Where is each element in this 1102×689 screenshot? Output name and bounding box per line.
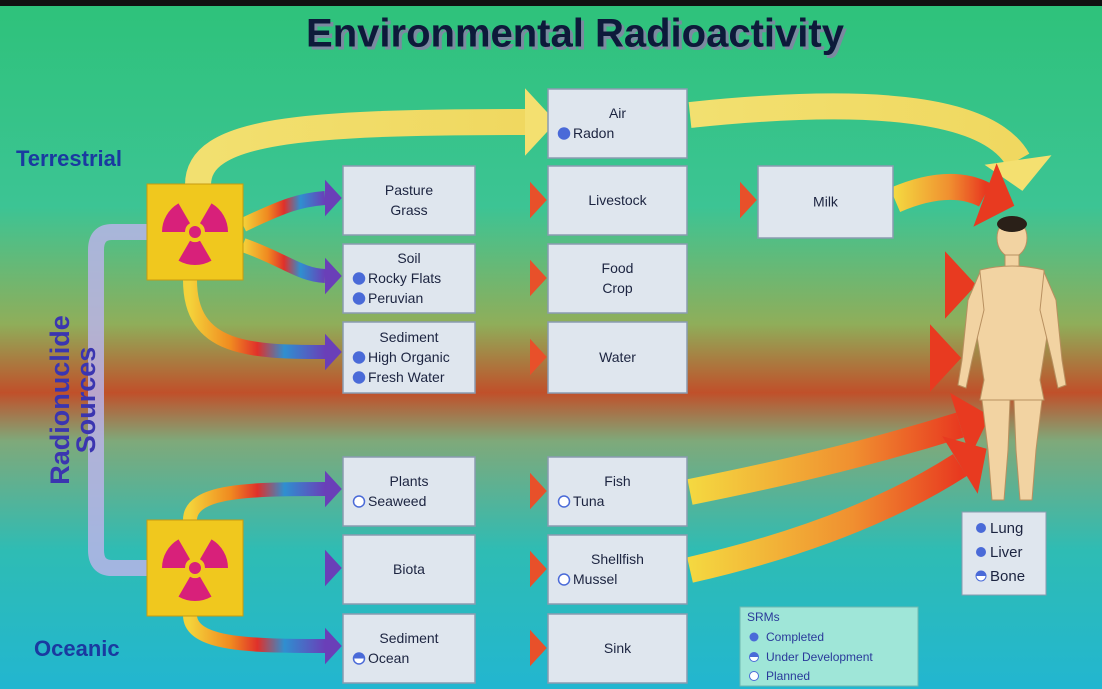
top-border [0,0,1102,6]
legend-item: Under Development [766,650,873,664]
node-box [548,244,687,313]
status-marker [354,372,365,383]
body-part: Bone [990,568,1025,585]
node-text: Milk [813,194,839,210]
node-text: Plants [390,473,429,489]
node-text: Peruvian [368,290,423,306]
node-box [548,89,687,158]
node-box [548,457,687,526]
node-text: Fresh Water [368,369,445,385]
trefoil-center [189,562,201,574]
status-marker [559,496,570,507]
marker-filled [976,547,986,557]
status-marker [354,293,365,304]
status-marker [559,574,570,585]
node-text: Air [609,105,626,121]
page: {"title": "Environmental Radioactivity",… [0,0,1102,689]
human-hair [997,216,1027,232]
node-text: Crop [602,280,633,296]
node-text: Sink [604,640,632,656]
node-text: Fish [604,473,630,489]
marker-open [750,672,759,681]
marker-filled [976,523,986,533]
node-text: Mussel [573,571,617,587]
legend-item: Planned [766,669,810,683]
sources-label: Sources [71,347,101,454]
node-box [548,535,687,604]
oceanic-label: Oceanic [34,636,120,661]
node-text: Pasture [385,182,433,198]
node-box [343,457,475,526]
trefoil-center [189,226,201,238]
node-text: High Organic [368,349,450,365]
node-text: Soil [397,250,420,266]
status-marker [559,128,570,139]
node-text: Sediment [379,630,438,646]
node-box [343,166,475,235]
node-text: Rocky Flats [368,270,441,286]
body-part: Liver [990,544,1023,561]
node-text: Seaweed [368,493,426,509]
node-text: Radon [573,125,614,141]
node-text: Shellfish [591,551,644,567]
node-text: Biota [393,561,425,577]
node-text: Livestock [588,192,647,208]
body-part: Lung [990,520,1023,537]
node-box [343,614,475,683]
title: Environmental Radioactivity [306,12,845,56]
status-marker [354,496,365,507]
node-text: Food [602,260,634,276]
node-text: Sediment [379,329,438,345]
marker-filled [750,633,759,642]
legend-title: SRMs [747,610,780,624]
terrestrial-label: Terrestrial [16,146,122,171]
node-text: Tuna [573,493,605,509]
status-marker [354,352,365,363]
node-text: Water [599,349,636,365]
diagram: Environmental Radioactivity Environmenta… [0,0,1102,689]
status-marker [354,273,365,284]
node-text: Ocean [368,650,409,666]
flow-arrow [895,187,985,200]
node-text: Grass [390,202,427,218]
legend-item: Completed [766,630,824,644]
